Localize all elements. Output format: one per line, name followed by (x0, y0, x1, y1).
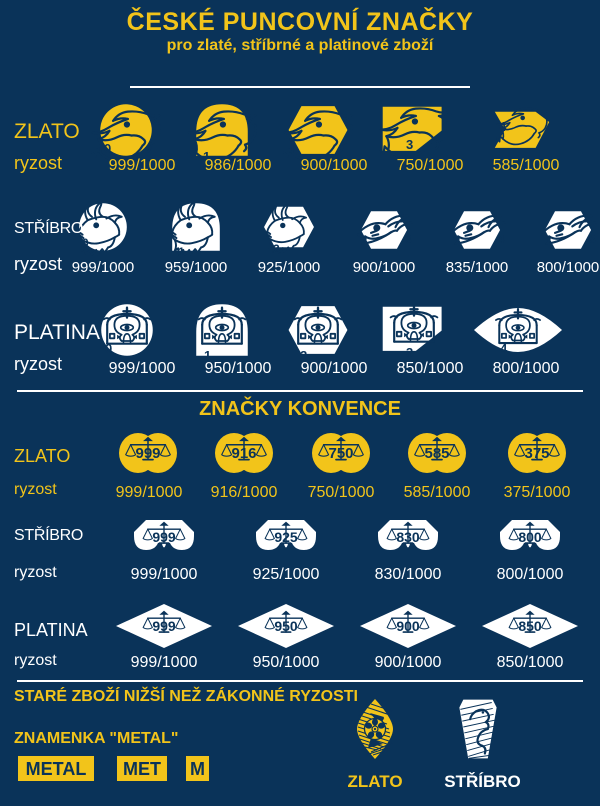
svg-text:3: 3 (406, 345, 413, 360)
svg-text:0: 0 (82, 236, 89, 250)
svg-text:4: 4 (499, 119, 507, 134)
svg-text:1: 1 (178, 245, 185, 259)
svg-text:3: 3 (405, 232, 412, 246)
svg-text:999: 999 (135, 445, 160, 462)
svg-text:850: 850 (518, 618, 542, 634)
svg-text:750: 750 (328, 445, 353, 462)
svg-text:925: 925 (274, 529, 298, 545)
svg-text:5: 5 (589, 232, 596, 246)
svg-text:916: 916 (231, 445, 256, 462)
svg-text:900: 900 (396, 618, 420, 634)
svg-text:4: 4 (500, 341, 508, 356)
svg-text:3: 3 (406, 137, 413, 152)
svg-text:950: 950 (274, 618, 298, 634)
svg-text:999: 999 (152, 618, 176, 634)
svg-text:800: 800 (518, 529, 542, 545)
svg-text:585: 585 (424, 445, 449, 462)
svg-text:4: 4 (498, 232, 505, 246)
svg-text:830: 830 (396, 529, 420, 545)
svg-text:0: 0 (105, 341, 112, 356)
svg-text:2: 2 (273, 242, 280, 256)
svg-text:0: 0 (104, 141, 111, 156)
svg-text:999: 999 (152, 529, 176, 545)
svg-text:375: 375 (524, 445, 549, 462)
